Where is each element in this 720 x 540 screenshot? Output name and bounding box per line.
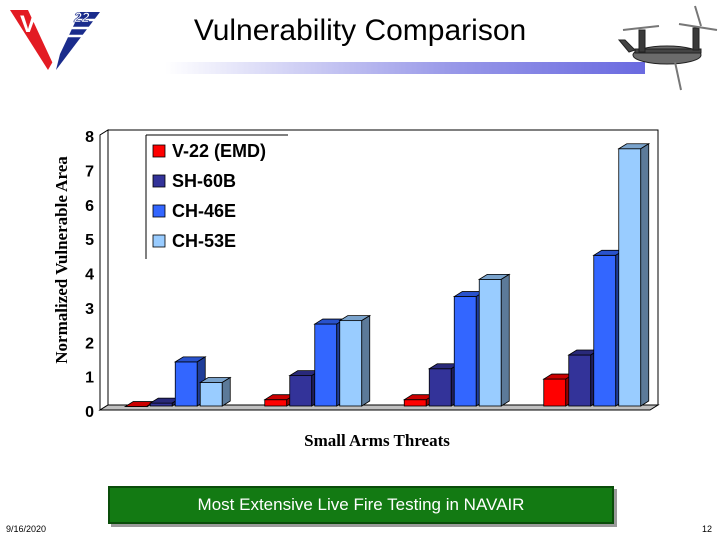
bar xyxy=(199,382,223,407)
legend-box xyxy=(146,135,288,259)
aircraft-rotor-left xyxy=(622,25,660,31)
logo-letter: V xyxy=(20,11,36,38)
bar-side xyxy=(221,376,231,407)
plot-floor xyxy=(98,404,660,411)
bar xyxy=(593,254,617,407)
x-axis-label: Small Arms Threats xyxy=(304,431,450,450)
y-tick-labels: 0 1 2 3 4 5 6 7 8 xyxy=(85,129,94,421)
bar xyxy=(453,296,477,407)
aircraft-tail xyxy=(617,39,636,53)
legend-label: CH-53E xyxy=(172,231,236,251)
aircraft-rotor-right xyxy=(678,23,718,31)
tiltrotor-aircraft-image xyxy=(617,5,718,91)
bar xyxy=(149,402,173,407)
bar xyxy=(428,368,452,407)
logo-stripes xyxy=(68,18,96,38)
logo-v-blue xyxy=(56,12,100,70)
y-tick-label: 1 xyxy=(85,370,94,387)
aircraft-nacelle-right xyxy=(692,27,700,51)
slide-title: Vulnerability Comparison xyxy=(193,14,527,47)
y-tick-label: 0 xyxy=(85,404,94,421)
aircraft-nacelle-left xyxy=(638,29,646,53)
footer-date: 9/16/2020 xyxy=(6,524,47,534)
bar-side xyxy=(361,314,371,407)
bar xyxy=(174,361,198,407)
y-tick-label: 2 xyxy=(85,335,94,352)
plot-side-wall xyxy=(99,129,109,411)
aircraft-blade-bottom xyxy=(674,61,682,91)
logo-v-red xyxy=(10,10,56,70)
bar xyxy=(618,148,642,407)
slide-banner: Most Extensive Live Fire Testing in NAVA… xyxy=(108,486,614,524)
y-tick-label: 5 xyxy=(85,232,94,249)
legend-swatch xyxy=(152,174,166,188)
bar xyxy=(403,399,427,407)
bar-chart: 0 1 2 3 4 5 6 7 8 Normalized Vulnerable Area Sma… xyxy=(52,129,660,450)
bar xyxy=(264,399,288,407)
aircraft-wing xyxy=(634,48,702,54)
y-tick-label: 6 xyxy=(85,198,94,215)
footer-page-number: 12 xyxy=(702,524,713,534)
legend-swatch xyxy=(152,204,166,218)
bar xyxy=(568,354,592,407)
v22-logo: V 22 xyxy=(10,9,100,70)
bar-side xyxy=(640,143,650,407)
y-tick-label: 4 xyxy=(85,267,94,284)
bar-side xyxy=(500,273,510,407)
y-tick-label: 8 xyxy=(85,129,94,146)
legend-label: SH-60B xyxy=(172,171,236,191)
bar xyxy=(339,320,363,407)
bar xyxy=(543,378,567,407)
logo-v-white xyxy=(28,10,60,66)
y-axis-label: Normalized Vulnerable Area xyxy=(52,156,71,364)
legend-label: CH-46E xyxy=(172,201,236,221)
logo-badge: 22 xyxy=(73,9,90,25)
legend-swatch xyxy=(152,144,166,158)
bar xyxy=(289,375,313,407)
legend-swatch xyxy=(152,234,166,248)
bars-group xyxy=(123,143,651,408)
y-tick-label: 7 xyxy=(85,163,94,180)
y-tick-label: 3 xyxy=(85,301,94,318)
chart-legend: V-22 (EMD) SH-60B CH-46E CH-53E xyxy=(145,134,288,259)
bar xyxy=(478,278,502,407)
legend-label: V-22 (EMD) xyxy=(172,141,266,161)
bar xyxy=(314,323,338,407)
aircraft-blade-top xyxy=(694,5,702,27)
title-underline-bar xyxy=(165,62,645,74)
